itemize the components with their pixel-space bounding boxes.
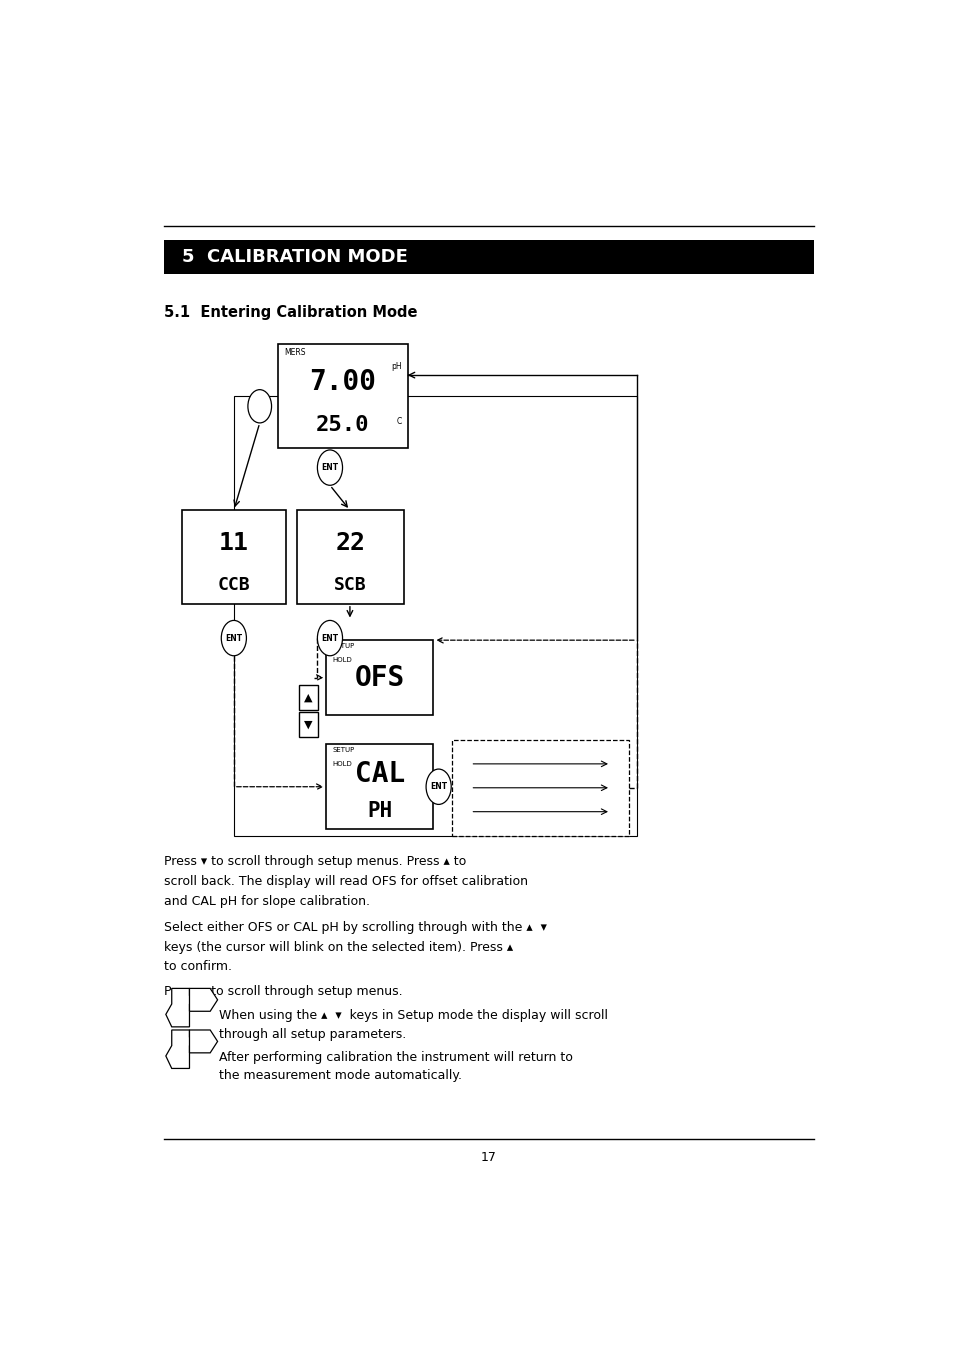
Text: 22: 22 xyxy=(335,531,365,555)
Text: the measurement mode automatically.: the measurement mode automatically. xyxy=(219,1069,461,1083)
Circle shape xyxy=(221,621,246,656)
Text: pH: pH xyxy=(391,362,401,371)
FancyBboxPatch shape xyxy=(296,510,403,603)
Text: to confirm.: to confirm. xyxy=(164,960,232,973)
Text: through all setup parameters.: through all setup parameters. xyxy=(219,1027,406,1041)
FancyBboxPatch shape xyxy=(326,744,433,829)
Text: 11: 11 xyxy=(218,531,249,555)
Circle shape xyxy=(426,769,451,805)
Text: 17: 17 xyxy=(480,1152,497,1164)
Polygon shape xyxy=(190,988,217,1011)
Polygon shape xyxy=(166,1030,206,1068)
Text: ENT: ENT xyxy=(321,463,338,472)
FancyBboxPatch shape xyxy=(164,240,813,274)
Text: Press ▾ to scroll through setup menus.: Press ▾ to scroll through setup menus. xyxy=(164,986,402,998)
Text: 7.00: 7.00 xyxy=(309,369,376,397)
Text: keys (the cursor will blink on the selected item). Press ▴: keys (the cursor will blink on the selec… xyxy=(164,941,512,953)
Text: 25.0: 25.0 xyxy=(315,414,369,435)
Text: 5  CALIBRATION MODE: 5 CALIBRATION MODE xyxy=(182,248,408,266)
Text: ENT: ENT xyxy=(321,633,338,643)
Text: PH: PH xyxy=(367,801,392,821)
Polygon shape xyxy=(166,988,206,1027)
Text: OFS: OFS xyxy=(355,664,405,691)
Circle shape xyxy=(317,450,342,485)
Text: ENT: ENT xyxy=(430,782,447,791)
FancyBboxPatch shape xyxy=(182,510,285,603)
Text: After performing calibration the instrument will return to: After performing calibration the instrum… xyxy=(219,1050,573,1064)
Text: CCB: CCB xyxy=(217,576,250,594)
Text: When using the ▴  ▾  keys in Setup mode the display will scroll: When using the ▴ ▾ keys in Setup mode th… xyxy=(219,1010,607,1022)
Text: 5.1  Entering Calibration Mode: 5.1 Entering Calibration Mode xyxy=(164,305,416,320)
Text: SCB: SCB xyxy=(334,576,366,594)
FancyBboxPatch shape xyxy=(452,740,629,836)
Text: SETUP: SETUP xyxy=(332,644,355,649)
Text: Select either OFS or CAL pH by scrolling through with the ▴  ▾: Select either OFS or CAL pH by scrolling… xyxy=(164,921,546,934)
Text: MERS: MERS xyxy=(284,348,305,356)
Text: HOLD: HOLD xyxy=(332,761,352,767)
FancyBboxPatch shape xyxy=(298,684,317,710)
Text: HOLD: HOLD xyxy=(332,657,352,663)
Text: C: C xyxy=(396,417,401,427)
Text: SETUP: SETUP xyxy=(332,748,355,753)
Text: scroll back. The display will read OFS for offset calibration: scroll back. The display will read OFS f… xyxy=(164,875,527,888)
Text: and CAL pH for slope calibration.: and CAL pH for slope calibration. xyxy=(164,895,369,907)
Circle shape xyxy=(248,390,272,423)
Circle shape xyxy=(317,621,342,656)
Text: CAL: CAL xyxy=(355,760,405,788)
Text: ENT: ENT xyxy=(225,633,242,643)
Text: ▲: ▲ xyxy=(304,693,313,702)
Polygon shape xyxy=(190,1030,217,1053)
FancyBboxPatch shape xyxy=(298,711,317,737)
FancyBboxPatch shape xyxy=(326,640,433,716)
Text: ▼: ▼ xyxy=(304,720,313,729)
Text: Press ▾ to scroll through setup menus. Press ▴ to: Press ▾ to scroll through setup menus. P… xyxy=(164,856,465,868)
FancyBboxPatch shape xyxy=(278,344,407,448)
